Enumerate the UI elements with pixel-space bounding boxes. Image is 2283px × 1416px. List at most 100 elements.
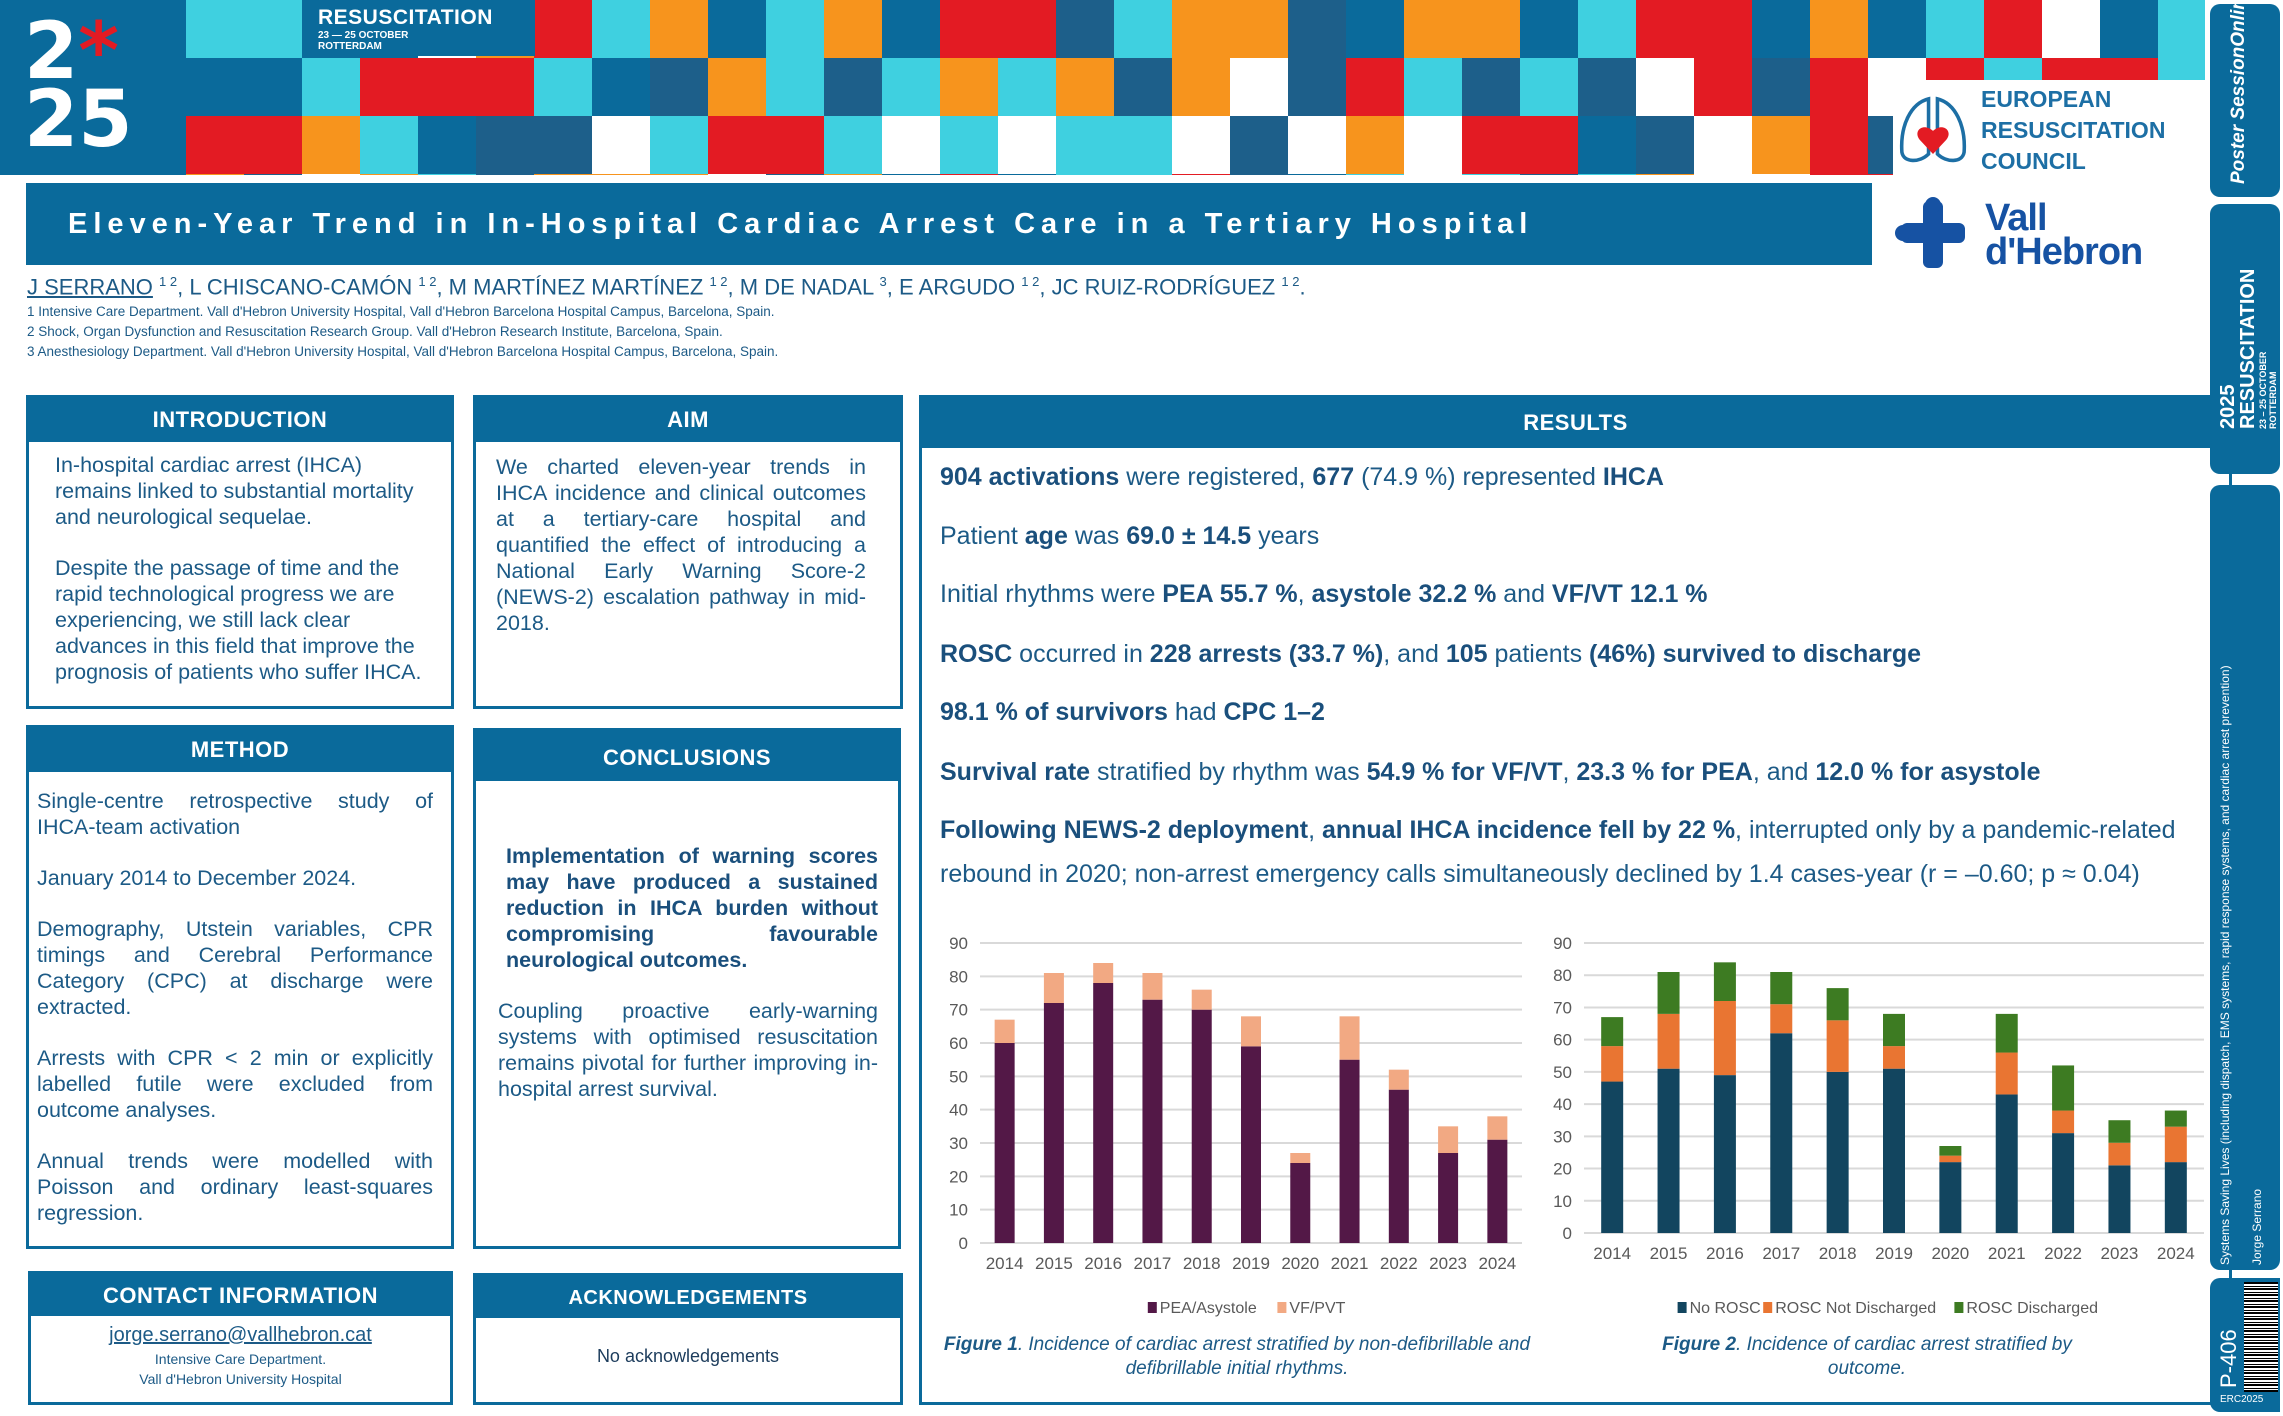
bar-segment <box>2052 1133 2075 1233</box>
bar-segment <box>1601 1081 1624 1233</box>
x-tick-label: 2017 <box>1134 1254 1172 1273</box>
section-heading: CONTACT INFORMATION <box>31 1274 450 1316</box>
banner-tile <box>650 116 708 174</box>
x-tick-label: 2022 <box>2044 1244 2082 1263</box>
finding-text: ROSC <box>940 640 1013 668</box>
banner-tile <box>302 58 360 116</box>
banner-tile <box>1462 0 1520 58</box>
banner-tile <box>1636 116 1694 174</box>
bar-segment <box>1995 1052 2018 1095</box>
banner-tile <box>1694 0 1752 58</box>
banner-tile <box>418 58 476 116</box>
banner-tile <box>998 116 1056 174</box>
legend-label: VF/PVT <box>1289 1300 1345 1317</box>
section-heading: INTRODUCTION <box>29 398 451 442</box>
bar-segment <box>1487 1139 1508 1243</box>
banner-tile <box>1984 0 2042 58</box>
paragraph: January 2014 to December 2024. <box>37 866 357 890</box>
event-dates: 23 – 25 OCTOBER <box>2258 351 2268 429</box>
section-heading: CONCLUSIONS <box>476 731 898 781</box>
author-name: M MARTÍNEZ MARTÍNEZ <box>448 274 704 300</box>
introduction-section: INTRODUCTION In-hospital cardiac arrest … <box>26 395 454 709</box>
x-tick-label: 2016 <box>1084 1254 1122 1273</box>
logo-text: d'Hebron <box>1985 230 2143 273</box>
bar-segment <box>2164 1126 2187 1163</box>
legend-label: ROSC Discharged <box>1966 1300 2098 1317</box>
banner-tile <box>1056 58 1114 116</box>
banner-tile <box>1056 116 1114 174</box>
banner-tile <box>1230 116 1288 174</box>
banner-tile <box>766 174 824 175</box>
legend-label: PEA/Asystole <box>1160 1300 1257 1317</box>
x-tick-label: 2017 <box>1762 1244 1800 1263</box>
banner-tile <box>1056 174 1114 175</box>
bar-segment <box>2164 1110 2187 1127</box>
bar-segment <box>1142 999 1163 1243</box>
paragraph: Annual trends were modelled with Poisson… <box>37 1149 433 1225</box>
bar-segment <box>1601 1046 1624 1082</box>
banner-tile <box>1752 116 1810 174</box>
banner-tile <box>1462 58 1520 116</box>
erc-logo: EUROPEAN RESUSCITATION COUNCIL <box>1893 80 2205 180</box>
banner-tile <box>1520 58 1578 116</box>
banner-tile <box>882 174 940 175</box>
erc-logo-text: RESUSCITATION <box>1981 116 2166 143</box>
banner-tile <box>1230 174 1288 175</box>
banner-tile <box>1868 0 1926 58</box>
event-badge: 2025 RESUSCITATION 23 – 25 OCTOBER ROTTE… <box>2210 204 2280 474</box>
banner-tile <box>940 58 998 116</box>
banner-tile <box>1404 58 1462 116</box>
bar-segment <box>1438 1153 1459 1243</box>
banner-tile <box>1346 174 1404 175</box>
y-tick-label: 60 <box>949 1034 968 1053</box>
finding-text: Initial rhythms were <box>940 580 1163 608</box>
banner-tile <box>1172 58 1230 116</box>
bar-segment <box>994 1019 1015 1043</box>
bar-segment <box>2052 1065 2075 1111</box>
banner-tile <box>2100 0 2158 58</box>
finding-text: (46%) survived to discharge <box>1589 640 1922 668</box>
figure-1-chart: 0 10 20 30 40 50 60 70 80 90 2014 2015 2016 2017 2018 2… <box>949 934 1522 1317</box>
banner-tile <box>592 58 650 116</box>
event-dates: 23 — 25 OCTOBER <box>318 30 409 41</box>
results-finding: Survival rate stratified by rhythm was 5… <box>940 758 2041 787</box>
y-tick-label: 80 <box>1553 966 1572 985</box>
results-finding: 904 activations were registered, 677 (74… <box>940 463 1664 492</box>
banner-tile <box>1810 116 1868 174</box>
banner-tile <box>940 174 998 175</box>
x-tick-label: 2022 <box>1380 1254 1418 1273</box>
banner-tile <box>2158 0 2205 58</box>
bar-segment <box>1657 972 1680 1014</box>
banner-tile <box>1346 58 1404 116</box>
finding-text: , and <box>1752 758 1816 786</box>
banner-tile <box>1578 58 1636 116</box>
email-link[interactable]: jorge.serrano@vallhebron.cat <box>109 1324 372 1346</box>
bar-segment <box>2164 1162 2187 1233</box>
bar-segment <box>2108 1165 2131 1233</box>
x-tick-label: 2014 <box>986 1254 1024 1273</box>
bar-segment <box>1290 1163 1311 1243</box>
conclusions-body: Implementation of warning scores may hav… <box>476 781 898 1102</box>
banner-tile <box>1636 0 1694 58</box>
bar-segment <box>1770 1033 1793 1233</box>
results-finding: 98.1 % of survivors had CPC 1–2 <box>940 698 1325 727</box>
paragraph: We charted eleven-year trends in IHCA in… <box>496 455 866 635</box>
erc-logo-text: COUNCIL <box>1981 147 2086 174</box>
banner-tile <box>1462 116 1520 174</box>
section-heading: ACKNOWLEDGEMENTS <box>476 1276 900 1318</box>
banner-tile <box>1694 58 1752 116</box>
finding-text: age <box>1024 522 1068 550</box>
finding-text: 904 activations <box>940 463 1120 491</box>
finding-text: 228 arrests (33.7 %) <box>1149 640 1384 668</box>
bar-segment <box>1142 973 1163 1000</box>
banner-tile <box>1520 174 1578 175</box>
bar-segment <box>1093 963 1114 983</box>
x-tick-label: 2018 <box>1819 1244 1857 1263</box>
banner-tile <box>1114 0 1172 58</box>
y-tick-label: 10 <box>949 1201 968 1220</box>
topic-panel: Systems Saving Lives (including dispatch… <box>2210 485 2280 1270</box>
acknowledgements-section: ACKNOWLEDGEMENTS No acknowledgements <box>473 1273 903 1405</box>
y-tick-label: 0 <box>959 1234 968 1253</box>
finding-text: had <box>1167 698 1224 726</box>
finding-text: , and <box>1383 640 1446 668</box>
